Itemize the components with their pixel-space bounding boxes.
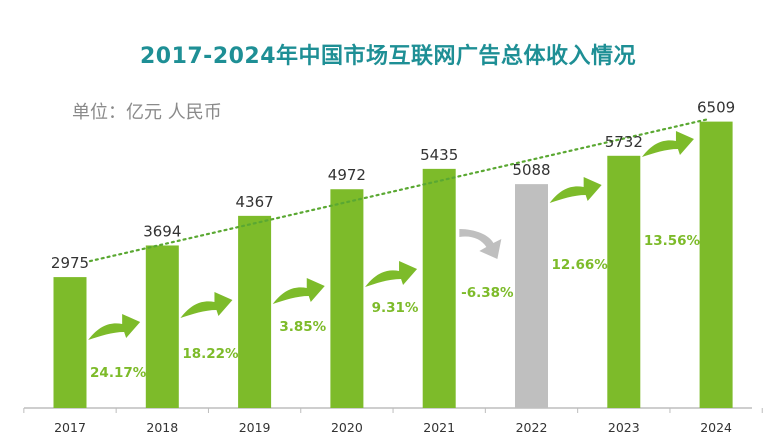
bar-2017 [53, 277, 87, 408]
x-tick-label-2024: 2024 [700, 420, 732, 435]
x-tick-label-2019: 2019 [239, 420, 271, 435]
x-tick-label-2023: 2023 [608, 420, 640, 435]
chart-title: 2017-2024年中国市场互联网广告总体收入情况 [139, 44, 637, 69]
growth-arrow-down-icon [459, 229, 502, 259]
x-tick-label-2017: 2017 [54, 420, 86, 435]
bar-2019 [238, 215, 272, 408]
growth-arrow-up-icon [272, 278, 325, 304]
bar-2018 [145, 245, 179, 408]
value-label-2023: 5732 [605, 133, 643, 151]
growth-arrow-up-icon [549, 177, 602, 203]
growth-label-2023: 12.66% [552, 257, 609, 273]
growth-arrow-up-icon [365, 261, 418, 287]
bar-2020 [330, 189, 364, 408]
bar-2024 [699, 121, 733, 408]
unit-label: 单位：亿元 人民币 [72, 102, 222, 123]
growth-label-2020: 3.85% [279, 319, 326, 335]
growth-label-2021: 9.31% [372, 300, 419, 316]
bar-2021 [422, 168, 456, 408]
value-label-2020: 4972 [328, 166, 366, 184]
bar-2022 [515, 184, 548, 408]
growth-label-2024: 13.56% [644, 233, 701, 249]
growth-arrow-up-icon [641, 131, 694, 157]
growth-arrow-up-icon [180, 292, 233, 318]
x-tick-label-2020: 2020 [331, 420, 363, 435]
value-label-2022: 5088 [512, 161, 550, 179]
x-tick-label-2021: 2021 [423, 420, 455, 435]
growth-label-2019: 18.22% [182, 346, 239, 362]
value-label-2018: 3694 [143, 222, 181, 240]
growth-label-2018: 24.17% [90, 365, 147, 381]
value-label-2019: 4367 [236, 193, 274, 211]
growth-label-2022: -6.38% [461, 285, 514, 301]
growth-arrow-up-icon [88, 314, 141, 340]
x-tick-label-2018: 2018 [146, 420, 178, 435]
x-tick-label-2022: 2022 [516, 420, 548, 435]
value-label-2017: 2975 [51, 254, 89, 272]
value-label-2024: 6509 [697, 99, 735, 117]
value-label-2021: 5435 [420, 146, 458, 164]
bar-2023 [607, 155, 641, 408]
